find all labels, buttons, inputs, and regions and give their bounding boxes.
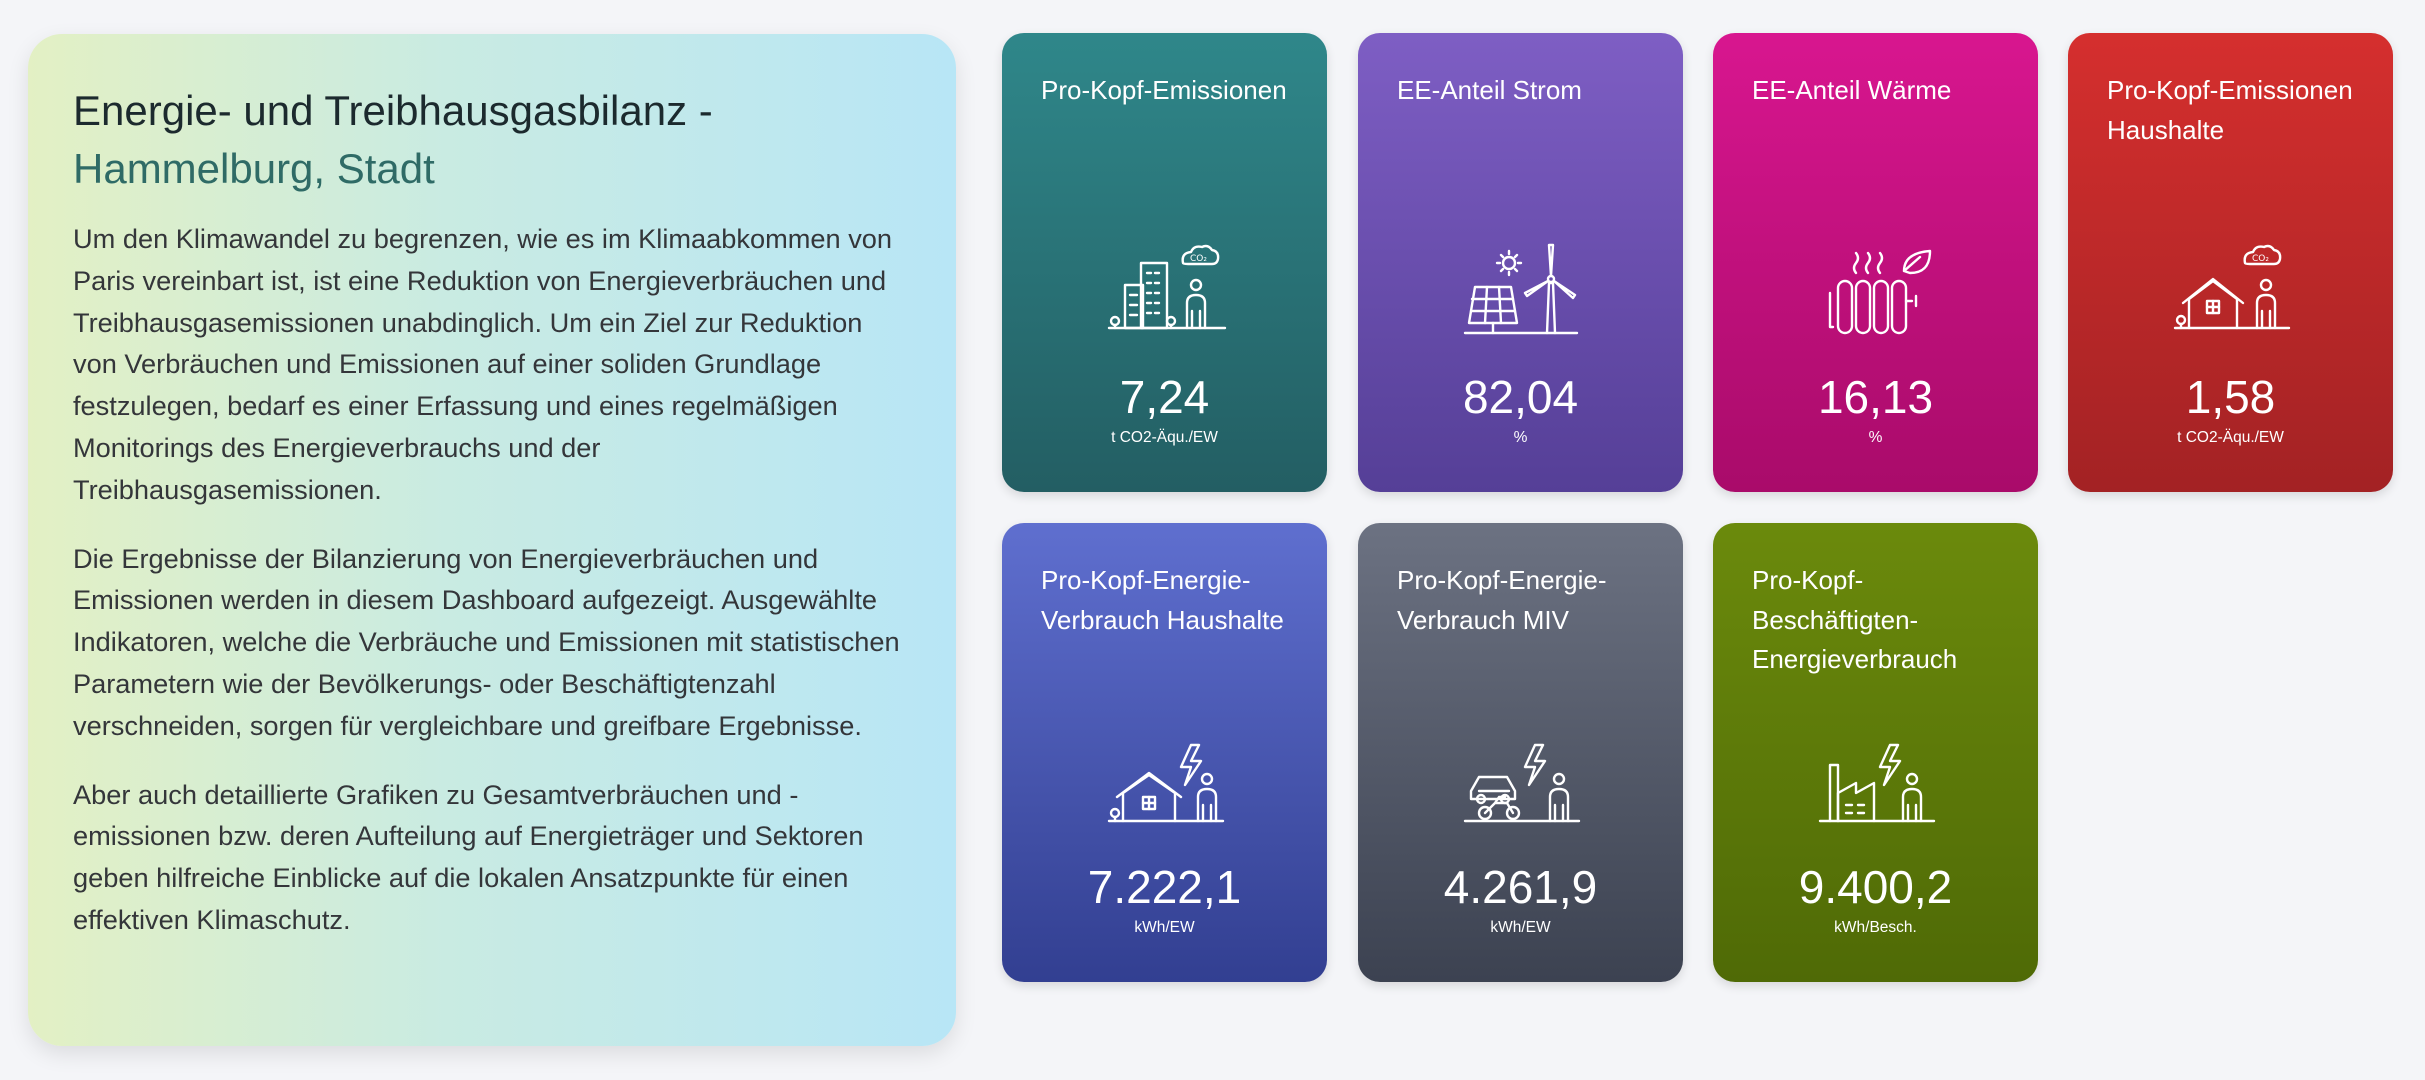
kpi-card-value: 4.261,9: [1443, 861, 1598, 913]
kpi-card-value: 1,58: [2185, 371, 2276, 423]
kpi-card-unit: kWh/Besch.: [1834, 919, 1917, 936]
kpi-card-ee-anteil-strom[interactable]: EE-Anteil Strom 82,04 %: [1358, 33, 1683, 492]
radiator-leaf-icon: [1713, 223, 2038, 363]
kpi-card-title: EE-Anteil Strom: [1397, 75, 1582, 105]
page-title: Energie- und Treibhausgasbilanz - Hammel…: [73, 82, 912, 198]
kpi-card-unit: t CO2-Äqu./EW: [2177, 429, 2284, 446]
kpi-card-value: 9.400,2: [1798, 861, 1953, 913]
factory-person-energy-icon: [1713, 713, 2038, 853]
kpi-card-energieverbrauch-miv[interactable]: Pro-Kopf-Energie-Verbrauch MIV 4.261,9 k…: [1358, 523, 1683, 982]
kpi-card-title: EE-Anteil Wärme: [1752, 75, 1952, 105]
solar-wind-icon: [1358, 223, 1683, 363]
house-person-energy-icon: [1002, 713, 1327, 853]
city-person-co2-icon: CO₂: [1002, 223, 1327, 363]
kpi-card-title: Pro-Kopf-Emissionen Haushalte: [2107, 75, 2353, 145]
co2-text: CO₂: [2252, 254, 2269, 264]
kpi-card-value: 7.222,1: [1087, 861, 1242, 913]
kpi-card-pro-kopf-emissionen[interactable]: Pro-Kopf-Emissionen CO₂ 7,24 t CO2-Äqu./…: [1002, 33, 1327, 492]
kpi-card-title: Pro-Kopf-Emissionen: [1041, 75, 1287, 105]
kpi-card-value: 82,04: [1462, 371, 1579, 423]
intro-paragraph-1: Um den Klimawandel zu begrenzen, wie es …: [73, 223, 893, 505]
kpi-card-unit: kWh/EW: [1490, 919, 1551, 936]
kpi-card-title: Pro-Kopf-Energie-Verbrauch MIV: [1397, 565, 1607, 635]
co2-text: CO₂: [1190, 254, 1207, 264]
kpi-card-unit: kWh/EW: [1134, 919, 1195, 936]
kpi-card-unit: t CO2-Äqu./EW: [1111, 429, 1218, 446]
kpi-card-title: Pro-Kopf-Beschäftigten-Energieverbrauch: [1752, 565, 1958, 674]
vehicles-person-energy-icon: [1358, 713, 1683, 853]
kpi-card-unit: %: [1513, 429, 1528, 446]
page-title-line1: Energie- und Treibhausgasbilanz -: [73, 87, 713, 134]
intro-paragraph-3: Aber auch detaillierte Grafiken zu Gesam…: [73, 778, 864, 935]
kpi-card-energieverbrauch-haushalte[interactable]: Pro-Kopf-Energie-Verbrauch Haushalte 7.2…: [1002, 523, 1327, 982]
kpi-card-pro-kopf-emissionen-haushalte[interactable]: Pro-Kopf-Emissionen Haushalte CO₂ 1,58 t…: [2068, 33, 2393, 492]
kpi-card-ee-anteil-waerme[interactable]: EE-Anteil Wärme 16,13 %: [1713, 33, 2038, 492]
page-title-municipality: Hammelburg, Stadt: [73, 145, 435, 192]
kpi-card-title: Pro-Kopf-Energie-Verbrauch Haushalte: [1041, 565, 1284, 635]
kpi-card-value: 7,24: [1119, 371, 1210, 423]
kpi-card-value: 16,13: [1817, 371, 1934, 423]
intro-panel: Energie- und Treibhausgasbilanz - Hammel…: [28, 34, 956, 1046]
kpi-card-beschaeftigten-energieverbrauch[interactable]: Pro-Kopf-Beschäftigten-Energieverbrauch …: [1713, 523, 2038, 982]
kpi-card-unit: %: [1868, 429, 1883, 446]
house-person-co2-icon: CO₂: [2068, 223, 2393, 363]
intro-paragraph-2: Die Ergebnisse der Bilanzierung von Ener…: [73, 542, 900, 741]
